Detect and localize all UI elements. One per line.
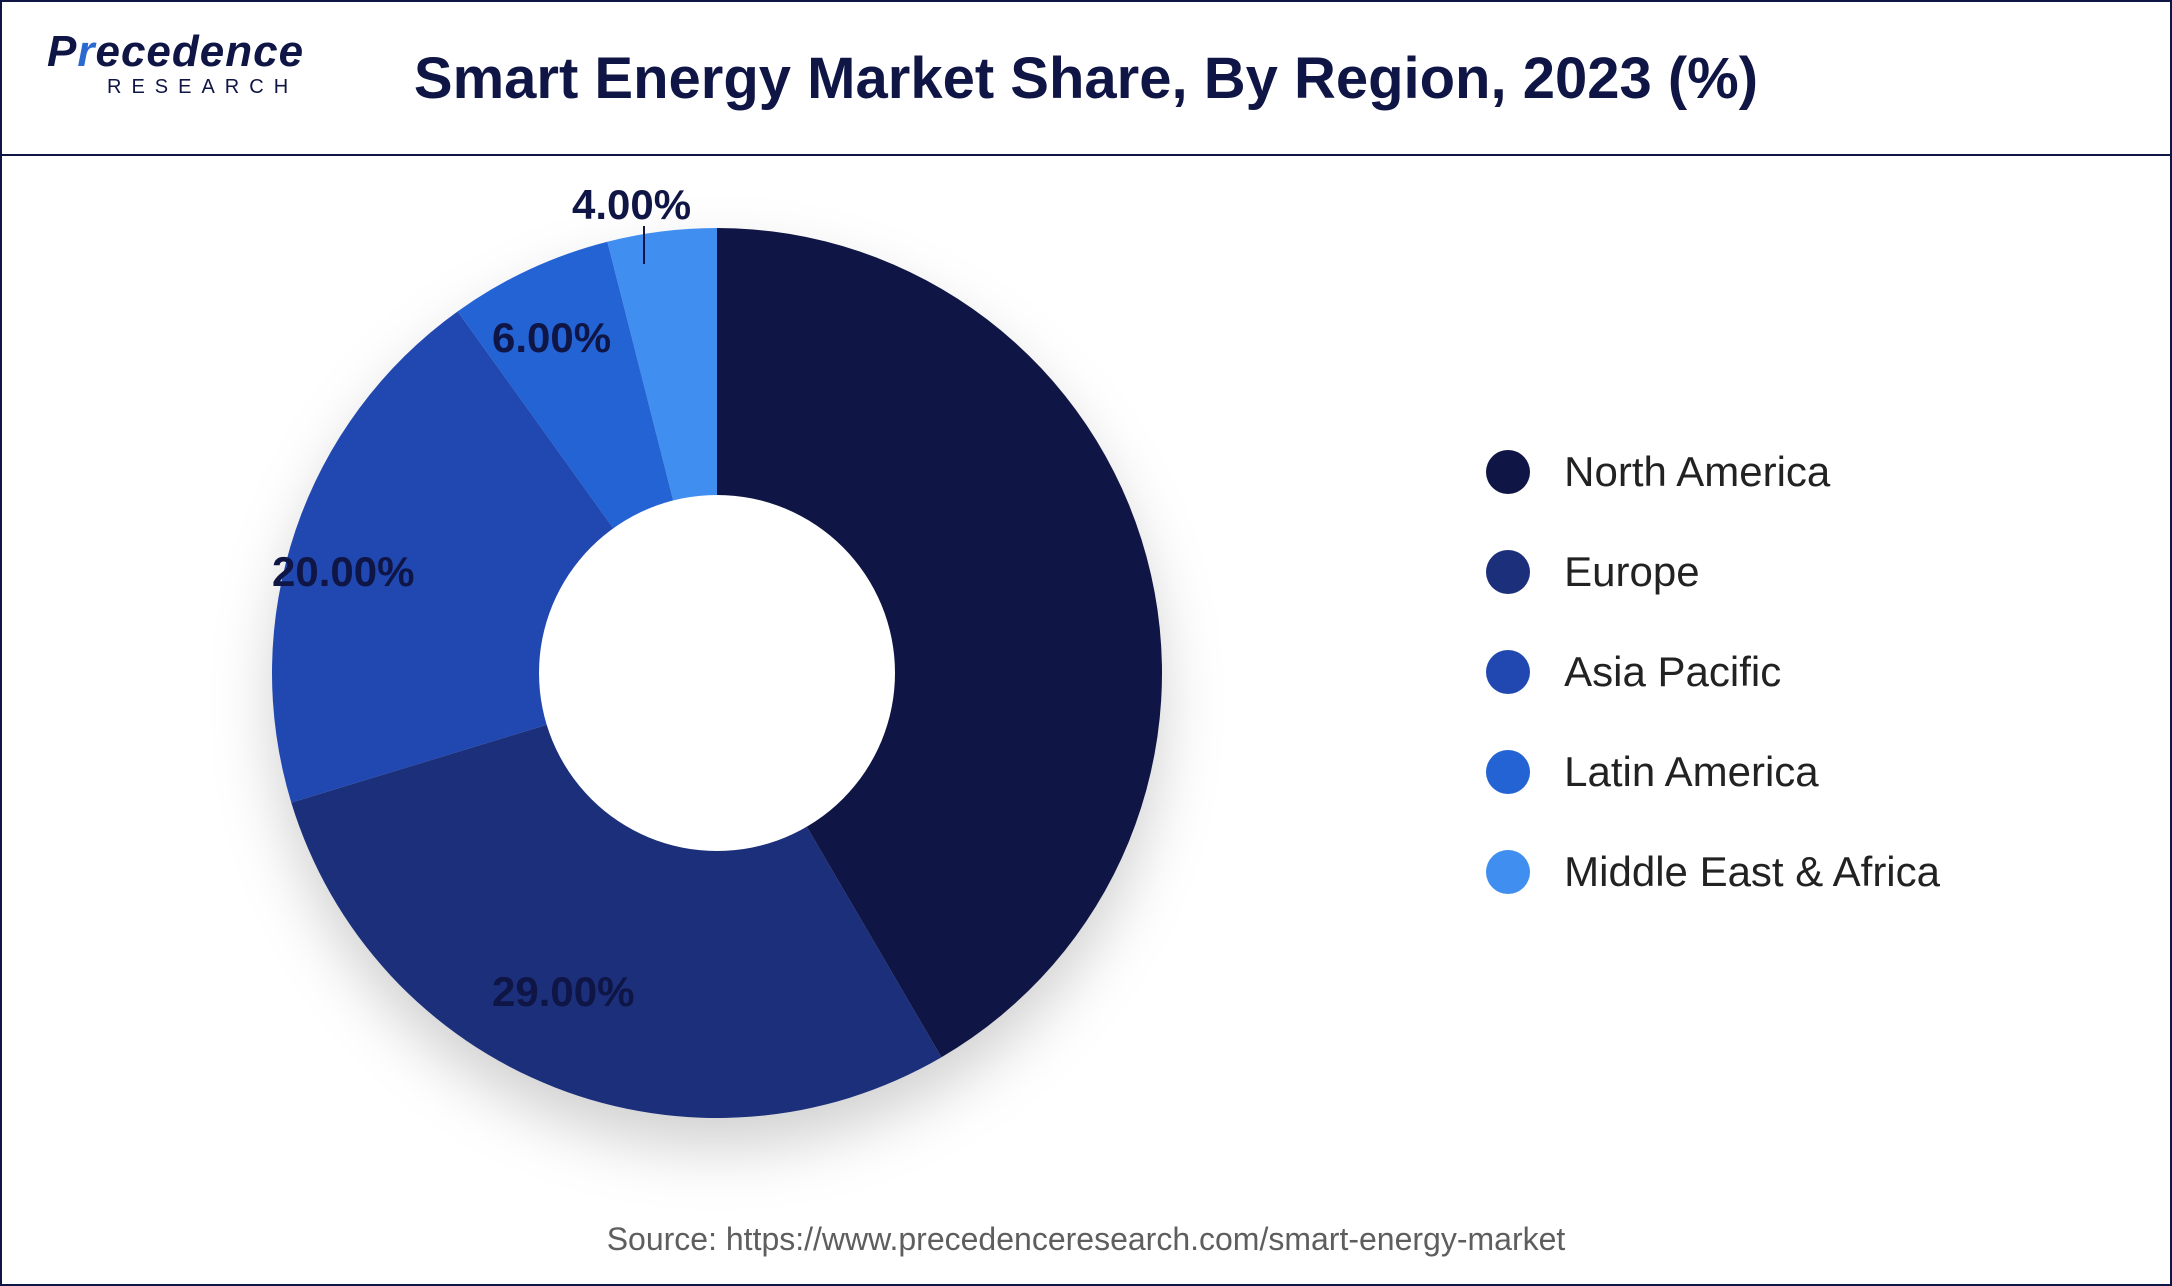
logo: Precedence RESEARCH: [47, 30, 367, 130]
legend-dot: [1486, 550, 1530, 594]
legend-text: Middle East & Africa: [1564, 848, 1940, 896]
legend-text: Latin America: [1564, 748, 1818, 796]
logo-text-accent: r: [77, 27, 95, 76]
legend-dot: [1486, 650, 1530, 694]
source-text: Source: https://www.precedenceresearch.c…: [2, 1221, 2170, 1258]
logo-sub: RESEARCH: [107, 76, 367, 99]
chart-area: 42.00% 29.00% 20.00% 6.00% 4.00% North Ameri…: [2, 158, 2170, 1208]
slice-label: 20.00%: [272, 548, 414, 596]
donut-hole: [539, 495, 895, 851]
legend: North America Europe Asia Pacific Latin Ame…: [1486, 448, 1940, 896]
logo-text-pre: P: [47, 27, 77, 76]
leader-line: [643, 226, 645, 264]
legend-dot: [1486, 850, 1530, 894]
legend-item: Middle East & Africa: [1486, 848, 1940, 896]
legend-dot: [1486, 450, 1530, 494]
legend-item: Asia Pacific: [1486, 648, 1940, 696]
slice-label: 6.00%: [492, 314, 611, 362]
logo-text-post: ecedence: [95, 27, 304, 76]
legend-text: North America: [1564, 448, 1830, 496]
header: Precedence RESEARCH Smart Energy Market …: [2, 2, 2170, 156]
legend-text: Europe: [1564, 548, 1699, 596]
donut-svg: [272, 228, 1162, 1118]
chart-container: Precedence RESEARCH Smart Energy Market …: [0, 0, 2172, 1286]
legend-item: Europe: [1486, 548, 1940, 596]
logo-main: Precedence: [47, 30, 367, 74]
legend-text: Asia Pacific: [1564, 648, 1781, 696]
donut-wrap: [272, 228, 1162, 1118]
legend-item: Latin America: [1486, 748, 1940, 796]
legend-dot: [1486, 750, 1530, 794]
slice-label: 4.00%: [572, 181, 691, 229]
legend-item: North America: [1486, 448, 1940, 496]
slice-label: 42.00%: [912, 598, 1054, 646]
slice-label: 29.00%: [492, 968, 634, 1016]
